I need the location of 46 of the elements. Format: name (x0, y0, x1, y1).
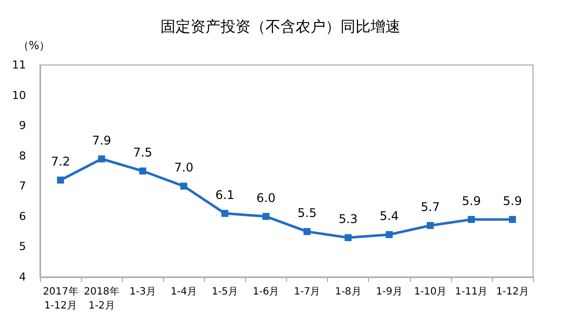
x-tick-label: 2018年 1-2月 (84, 286, 120, 312)
point (426, 222, 434, 230)
x-tick-label: 1-3月 (130, 286, 156, 298)
point (262, 212, 270, 220)
x-tick-label: 1-4月 (170, 286, 197, 298)
data-label: 5.7 (420, 200, 440, 214)
data-label: 5.4 (380, 209, 399, 224)
data-label: 7.0 (174, 160, 194, 175)
point (57, 176, 64, 184)
y-tick-label: 10 (12, 88, 26, 102)
y-tick-label: 6 (19, 210, 26, 223)
data-label: 6.1 (215, 188, 234, 202)
x-tick-label: 1-8月 (334, 286, 362, 298)
x-tick-label: 1-9月 (376, 286, 402, 298)
data-label: 5.9 (462, 194, 481, 208)
x-tick-label: 1-12月 (496, 286, 529, 298)
y-tick-label: 11 (12, 58, 26, 72)
point (304, 228, 311, 236)
chart-title: 固定资产投资（不含农户）同比增速 (160, 18, 400, 36)
point (221, 210, 228, 217)
x-tick-label: 1-7月 (294, 286, 320, 298)
point (180, 182, 188, 190)
y-tick-label: 8 (19, 149, 26, 162)
x-tick-label: 1-11月 (455, 286, 488, 298)
data-label: 5.9 (502, 194, 522, 208)
data-label: 7.5 (133, 146, 152, 160)
point (468, 216, 475, 223)
x-tick-label: 1-6月 (252, 286, 280, 298)
data-label: 5.3 (338, 212, 358, 226)
x-tick-label: 1-10月 (414, 286, 447, 298)
x-tick-label: 1-5月 (212, 286, 238, 298)
data-label: 7.9 (92, 133, 112, 148)
point (344, 234, 352, 242)
y-tick-label: 4 (19, 270, 26, 284)
point (508, 216, 516, 223)
data-label: 5.5 (297, 206, 317, 220)
y-tick-label: 5 (19, 240, 26, 254)
data-label: 6.0 (256, 190, 276, 205)
y-tick-label: 9 (19, 119, 26, 132)
point (386, 231, 393, 238)
point (98, 155, 106, 162)
point (139, 168, 146, 174)
y-axis-title: （%） (18, 39, 50, 52)
x-tick-label: 2017年 1-12月 (42, 286, 78, 312)
data-label: 7.2 (50, 154, 70, 169)
y-tick-label: 7 (19, 180, 26, 193)
